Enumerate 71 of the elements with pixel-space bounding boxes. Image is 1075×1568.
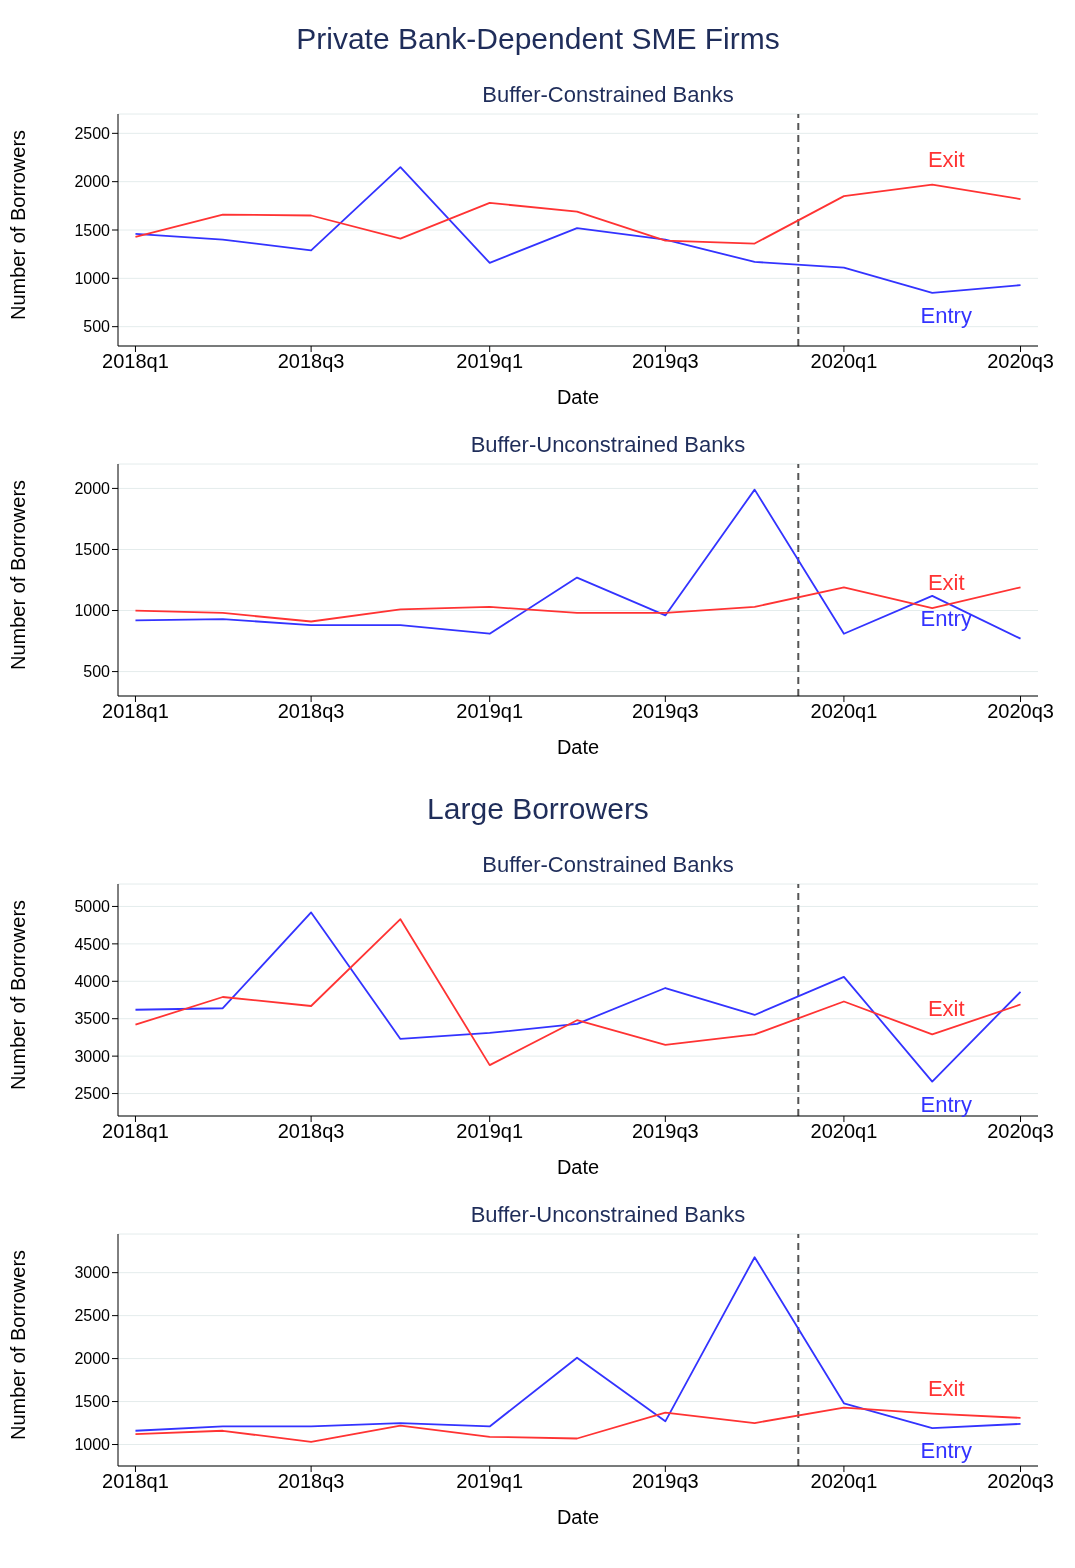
y-tick-label: 3000 [74, 1264, 111, 1282]
y-tick-label: 4000 [74, 972, 111, 990]
y-tick-label: 4500 [74, 935, 111, 953]
y-tick-label: 1000 [74, 1436, 111, 1454]
line-series [134, 1256, 1022, 1432]
line-series [134, 183, 1022, 245]
text: Large Borrowers [426, 791, 650, 827]
series-label: Entry [920, 605, 972, 631]
x-tick-label: 2018q3 [277, 350, 345, 373]
x-axis-title: Date [556, 1156, 600, 1178]
y-axis-title: Number of Borrowers [7, 479, 30, 670]
chart-title: Buffer-Unconstrained Banks [469, 1202, 747, 1228]
series-label: Exit [927, 570, 965, 596]
y-tick-label: 1500 [74, 221, 111, 239]
x-tick-label: 2020q3 [987, 700, 1054, 723]
x-tick-label: 2018q3 [277, 1470, 345, 1493]
series-label: Exit [927, 996, 965, 1022]
x-tick-label: 2019q1 [456, 350, 524, 373]
x-tick-label: 2018q3 [277, 1120, 345, 1143]
y-axis-title: Number of Borrowers [7, 899, 30, 1090]
x-tick-label: 2019q3 [631, 350, 699, 373]
series-label: Entry [920, 1438, 972, 1464]
y-tick-label: 2500 [74, 125, 111, 143]
y-tick-label: 500 [83, 663, 111, 681]
y-tick-label: 1000 [74, 270, 111, 288]
x-tick-label: 2020q3 [987, 1120, 1054, 1143]
y-axis-title: Number of Borrowers [7, 129, 30, 320]
text: Private Bank-Dependent SME Firms [295, 21, 781, 57]
x-tick-label: 2018q3 [277, 700, 345, 723]
series-label: Entry [920, 302, 972, 328]
x-axis-title: Date [556, 386, 600, 408]
x-tick-label: 2020q1 [810, 1470, 878, 1493]
y-tick-label: 500 [83, 318, 111, 336]
line-series [134, 488, 1022, 640]
x-axis-title: Date [556, 1506, 600, 1528]
y-tick-label: 5000 [74, 898, 111, 916]
x-tick-label: 2019q3 [631, 1120, 699, 1143]
x-tick-label: 2020q3 [987, 350, 1054, 373]
x-tick-label: 2018q1 [102, 1120, 169, 1143]
x-tick-label: 2020q3 [987, 1470, 1054, 1493]
x-tick-label: 2019q1 [456, 1470, 524, 1493]
line-series [134, 166, 1022, 294]
y-tick-label: 2500 [74, 1085, 111, 1103]
x-tick-label: 2018q1 [102, 700, 169, 723]
y-tick-label: 3000 [74, 1047, 111, 1065]
x-tick-label: 2020q1 [810, 700, 878, 723]
x-tick-label: 2020q1 [810, 350, 878, 373]
y-tick-label: 3500 [74, 1010, 111, 1028]
x-tick-label: 2018q1 [102, 1470, 169, 1493]
y-tick-label: 1500 [74, 541, 111, 559]
y-tick-label: 2000 [74, 173, 111, 191]
chart-title: Buffer-Constrained Banks [481, 852, 735, 878]
series-label: Entry [920, 1091, 972, 1117]
x-tick-label: 2020q1 [810, 1120, 878, 1143]
y-tick-label: 2500 [74, 1307, 111, 1325]
x-tick-label: 2018q1 [102, 350, 169, 373]
y-tick-label: 1000 [74, 602, 111, 620]
series-label: Exit [927, 1375, 965, 1401]
x-tick-label: 2019q3 [631, 700, 699, 723]
series-label: Exit [927, 146, 965, 172]
chart-title: Buffer-Constrained Banks [481, 82, 735, 108]
y-tick-label: 2000 [74, 480, 111, 498]
y-tick-label: 1500 [74, 1393, 111, 1411]
y-tick-label: 2000 [74, 1350, 111, 1368]
x-axis-title: Date [556, 736, 600, 758]
x-tick-label: 2019q3 [631, 1470, 699, 1493]
line-series [134, 1406, 1022, 1443]
x-tick-label: 2019q1 [456, 700, 524, 723]
x-tick-label: 2019q1 [456, 1120, 524, 1143]
chart-title: Buffer-Unconstrained Banks [469, 432, 747, 458]
y-axis-title: Number of Borrowers [7, 1249, 30, 1440]
